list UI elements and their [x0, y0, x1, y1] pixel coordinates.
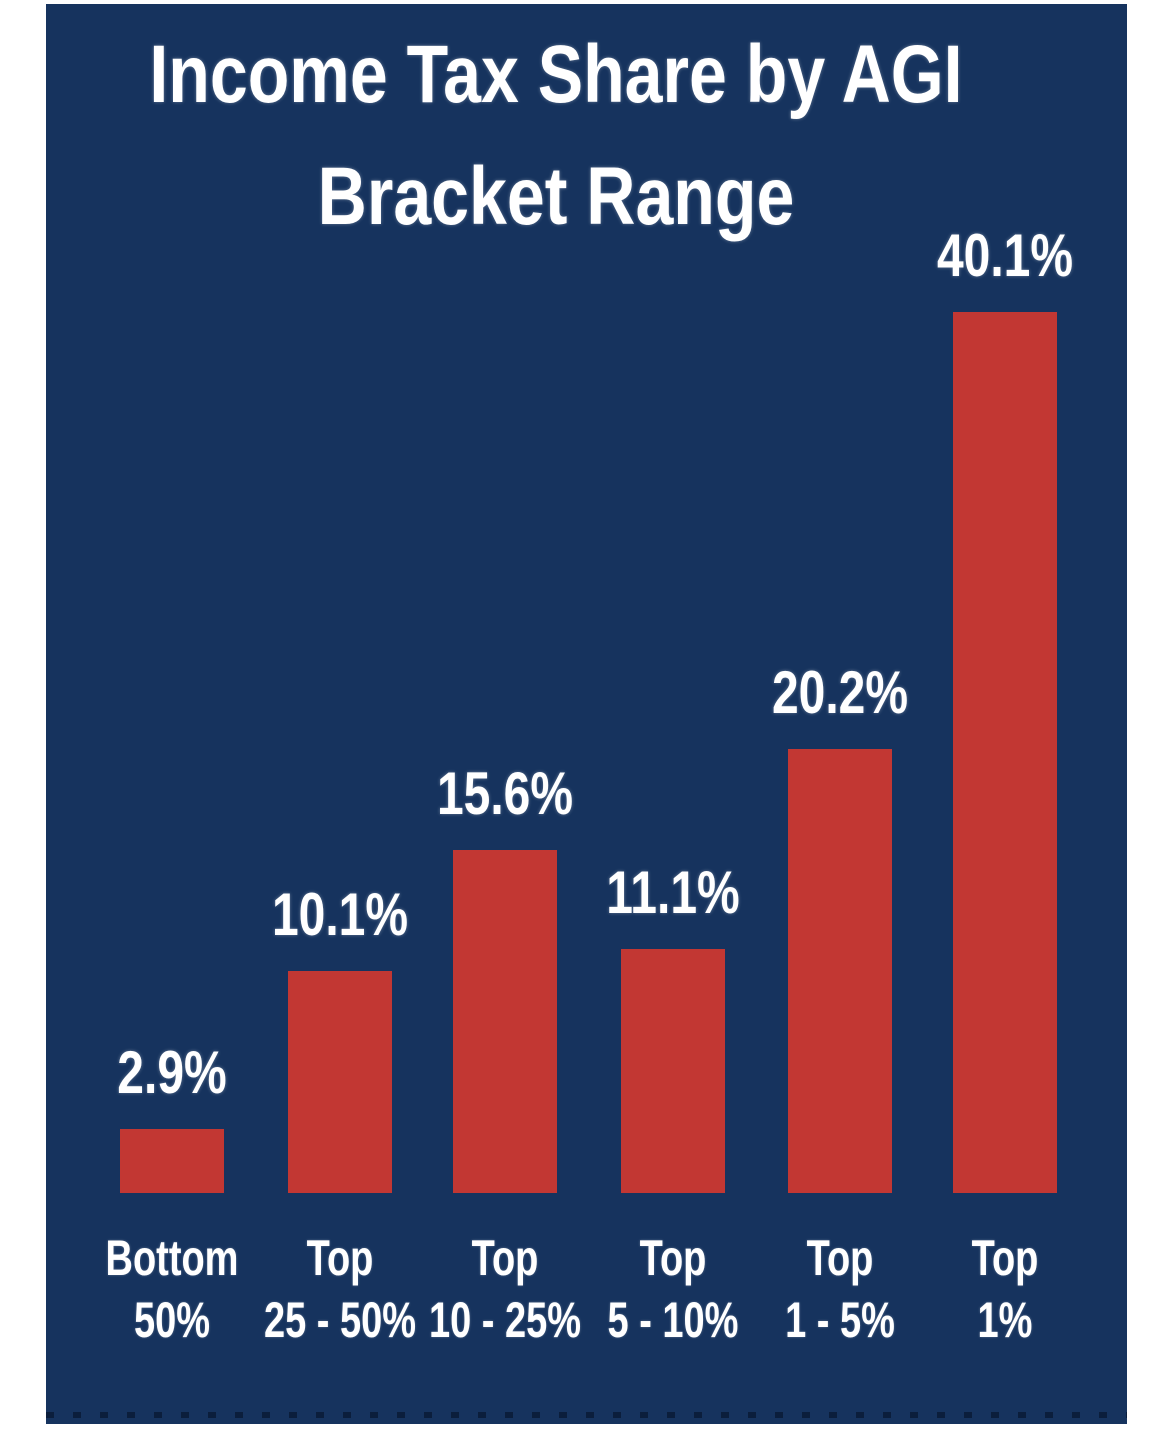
category-label-line-2: 10 - 25%	[428, 1292, 582, 1348]
category-label: Top 25 - 50%	[253, 1227, 428, 1351]
bar-value-label: 40.1%	[936, 222, 1074, 289]
bar	[453, 850, 557, 1193]
category-label-line-2: 25 - 50%	[263, 1292, 417, 1348]
bar-value-label: 20.2%	[771, 659, 909, 726]
category-label-line-1: Top	[306, 1230, 374, 1286]
bar-value-label: 2.9%	[117, 1039, 227, 1106]
category-label-line-1: Top	[806, 1230, 874, 1286]
bar	[953, 312, 1057, 1193]
bar-value-label: 11.1%	[606, 859, 740, 926]
bar-value-label: 10.1%	[271, 881, 409, 948]
category-label-line-2: 1 - 5%	[785, 1292, 895, 1348]
category-label-line-1: Bottom	[105, 1230, 239, 1286]
category-label: Top 1%	[918, 1227, 1093, 1351]
category-label: Top 10 - 25%	[418, 1227, 593, 1351]
bar	[621, 949, 725, 1193]
chart-title: Income Tax Share by AGI Bracket Range	[133, 14, 980, 258]
category-label-line-2: 1%	[977, 1292, 1033, 1348]
chart-title-line-2: Bracket Range	[317, 151, 795, 242]
bar	[788, 749, 892, 1193]
perforation-dotted-line	[46, 1412, 1127, 1418]
category-label-line-2: 50%	[133, 1292, 211, 1348]
chart-panel	[46, 4, 1127, 1424]
bar	[120, 1129, 224, 1193]
category-label: Top 5 - 10%	[586, 1227, 761, 1351]
chart-title-line-1: Income Tax Share by AGI	[149, 29, 963, 120]
category-label-line-1: Top	[639, 1230, 707, 1286]
category-label-line-1: Top	[471, 1230, 539, 1286]
category-label-line-2: 5 - 10%	[607, 1292, 739, 1348]
category-label: Top 1 - 5%	[753, 1227, 928, 1351]
bar	[288, 971, 392, 1193]
category-label-line-1: Top	[971, 1230, 1039, 1286]
bar-value-label: 15.6%	[436, 760, 574, 827]
category-label: Bottom 50%	[85, 1227, 260, 1351]
